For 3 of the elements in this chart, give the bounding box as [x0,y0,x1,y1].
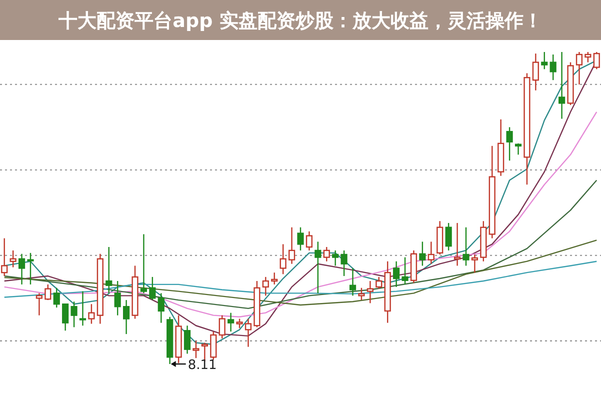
chart-title: 十大配资平台app 实盘配资炒股：放大收益，灵活操作！ [58,10,542,32]
annotation: 8.11 [188,358,217,373]
annotation: 8.11 [170,358,217,373]
